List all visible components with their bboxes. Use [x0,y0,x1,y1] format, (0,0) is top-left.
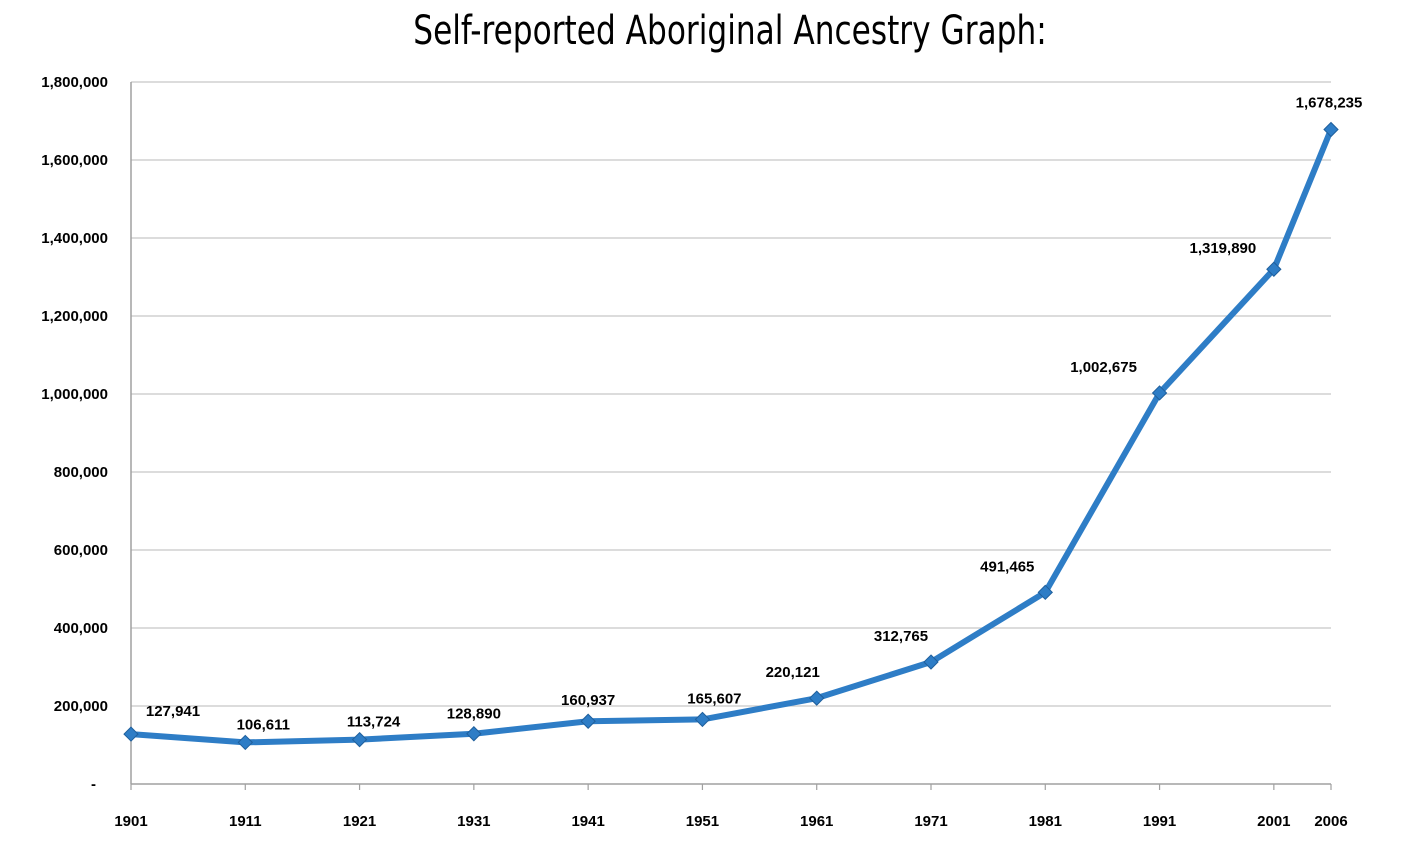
data-point-marker [580,713,596,729]
x-tick-label: 2006 [1314,813,1347,830]
data-label: 127,941 [146,703,200,720]
x-tick-label: 1921 [343,813,376,830]
y-tick-labels: - 200,000 400,000 600,000 800,000 1,000,000 1,… [41,74,108,793]
y-tick-label: 800,000 [54,464,108,481]
x-tick-label: 1961 [800,813,833,830]
data-label: 113,724 [347,714,401,731]
data-point-marker [923,654,939,670]
y-tick-label: 1,600,000 [41,152,108,169]
data-labels: 127,941 106,611 113,724 128,890 160,937 165,6… [146,94,1362,733]
x-tick-labels: 1901 1911 1921 1931 1941 1951 1961 1971 1981 1991… [114,813,1347,830]
data-label: 491,465 [980,558,1034,575]
x-tick-label: 1991 [1143,813,1176,830]
axes [130,82,1332,790]
data-label: 128,890 [447,706,501,723]
y-tick-label: 1,400,000 [41,230,108,247]
x-tick-label: 1911 [229,813,262,830]
data-point-marker [694,711,711,728]
data-point-marker [1151,385,1168,401]
data-point-marker [466,726,482,742]
data-label: 106,611 [237,716,290,733]
chart-title: Self-reported Aboriginal Ancestry Graph: [413,8,1047,54]
data-label: 1,002,675 [1070,359,1137,376]
y-tick-label: 200,000 [54,698,108,715]
data-point-marker [123,726,139,742]
data-point-marker [1037,584,1053,601]
y-tick-label: 1,200,000 [41,308,108,325]
x-tick-label: 1901 [114,813,147,830]
data-label: 312,765 [874,628,928,645]
x-tick-label: 1971 [914,813,947,830]
series [123,121,1339,751]
data-label: 160,937 [561,692,615,709]
y-tick-label: 1,800,000 [41,74,108,91]
x-tick-label: 2001 [1257,813,1290,830]
data-point-marker [351,731,368,748]
series-line [128,126,1334,746]
data-label: 1,678,235 [1296,94,1363,111]
data-point-marker [809,690,825,706]
data-label: 165,607 [687,690,741,707]
x-tick-label: 1941 [571,813,604,830]
x-tick-label: 1951 [686,813,719,830]
y-tick-label: - [91,776,96,793]
data-point-marker [1323,121,1339,138]
data-label: 1,319,890 [1189,240,1256,257]
data-point-marker [237,734,253,751]
y-tick-label: 600,000 [54,542,108,559]
x-tick-label: 1981 [1029,813,1062,830]
data-label: 220,121 [766,664,820,681]
gridlines [131,81,1331,707]
y-tick-label: 400,000 [54,620,108,637]
y-tick-label: 1,000,000 [41,386,108,403]
data-point-marker [1266,261,1282,277]
x-tick-label: 1931 [457,813,490,830]
